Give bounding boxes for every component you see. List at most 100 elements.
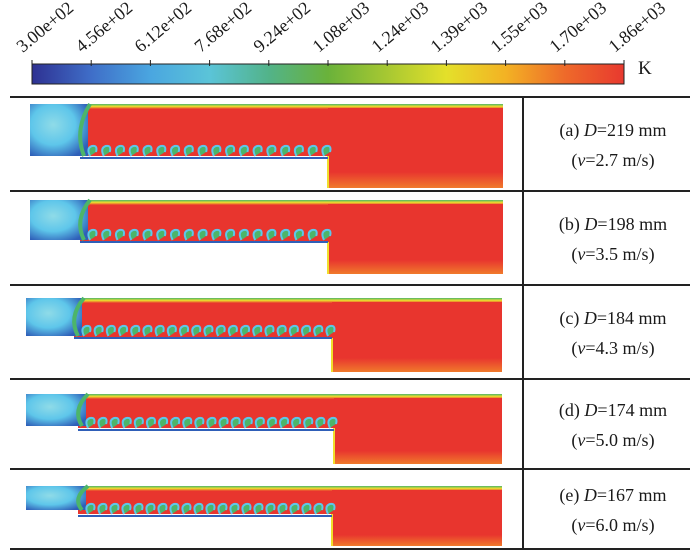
row-separator xyxy=(10,190,690,192)
jet-flame-curl xyxy=(307,228,318,241)
jet-flame-curl xyxy=(128,228,139,241)
panel-row: (d) D=174 mm (v=5.0 m/s) xyxy=(10,380,690,470)
panel-caption: (b) D=198 mm (v=3.5 m/s) xyxy=(526,209,700,269)
jet-flame-curl xyxy=(315,416,326,429)
jet-flame-curl xyxy=(325,502,336,515)
diameter-symbol: D xyxy=(584,214,598,234)
jet-flame-curl xyxy=(169,144,181,157)
jet-flame-curl xyxy=(266,144,277,157)
flame-front xyxy=(78,102,92,157)
jet-flame-curl xyxy=(230,416,241,429)
jet-flame-curl xyxy=(266,416,277,429)
jet-flame-curl xyxy=(325,324,336,337)
flame-front xyxy=(76,484,90,512)
diameter-value: =167 mm xyxy=(596,485,667,505)
jet-flame-curl xyxy=(118,324,129,337)
jet-flame-curl xyxy=(293,228,304,241)
jet-flame-curl xyxy=(169,502,180,515)
row-separator xyxy=(10,284,690,286)
jet-flame-curl xyxy=(280,228,291,241)
flame-front xyxy=(78,198,92,241)
jet-flame-curl xyxy=(183,144,194,157)
velocity-value: =4.3 m/s xyxy=(585,338,649,358)
jet-flame-curl xyxy=(307,144,318,157)
temperature-field xyxy=(26,392,502,464)
flame-front xyxy=(72,296,86,337)
diameter-value: =198 mm xyxy=(597,214,668,234)
jet-flame-curl xyxy=(93,324,104,337)
jet-flame-curl xyxy=(97,502,108,515)
panel-row: (c) D=184 mm (v=4.3 m/s) xyxy=(10,286,690,380)
velocity-value: =5.0 m/s xyxy=(585,430,649,450)
caption-diameter: (e) D=167 mm xyxy=(559,485,666,505)
jet-flame-curl xyxy=(142,228,153,241)
jet-flame-curl xyxy=(279,416,290,429)
velocity-symbol: v xyxy=(577,244,586,264)
jet-flame-curl xyxy=(301,502,312,515)
jet-flame-curl xyxy=(154,324,165,337)
jet-flame-curl xyxy=(217,502,228,515)
jet-flame-curl xyxy=(191,324,202,337)
velocity-value: =2.7 m/s xyxy=(585,150,649,170)
jet-flame-curl xyxy=(181,502,192,515)
jet-flame-curl xyxy=(157,502,168,515)
jet-flame-curl xyxy=(105,324,116,337)
panel-label: (a) xyxy=(559,120,584,140)
caption-diameter: (c) D=184 mm xyxy=(559,308,666,328)
wall-boundary-layer xyxy=(80,104,503,109)
diameter-symbol: D xyxy=(583,308,597,328)
caption-velocity: (v=6.0 m/s) xyxy=(571,515,655,535)
jet-flame-curl xyxy=(225,228,236,241)
jet-flame-curl xyxy=(211,144,222,157)
jet-flame-curl xyxy=(145,502,156,515)
jet-flame-curl xyxy=(253,502,264,515)
table-top-rule xyxy=(10,96,690,98)
outlet-region xyxy=(334,398,502,464)
jet-flame-curl xyxy=(252,144,263,157)
jet-flame-curl xyxy=(142,324,153,337)
jet-flame-curl xyxy=(197,144,208,157)
jet-flame-curl xyxy=(193,502,204,515)
jet-flame-curl xyxy=(327,416,338,429)
panel-label: (e) xyxy=(559,485,584,505)
jet-flame-curl xyxy=(142,144,153,157)
panel-row: (e) D=167 mm (v=6.0 m/s) xyxy=(10,470,690,550)
caption-velocity: (v=5.0 m/s) xyxy=(571,430,655,450)
jet-flame-curl xyxy=(238,228,249,241)
velocity-symbol: v xyxy=(577,430,586,450)
panel-label: (b) xyxy=(558,214,585,234)
jet-flame-curl xyxy=(85,502,96,515)
jet-flame-curl xyxy=(301,324,312,337)
cold-inlet-zone xyxy=(30,200,88,240)
jet-flame-curl xyxy=(276,324,287,337)
outlet-region xyxy=(332,490,502,546)
cold-inlet-zone xyxy=(26,394,86,426)
diameter-symbol: D xyxy=(584,400,598,420)
panel-caption: (e) D=167 mm (v=6.0 m/s) xyxy=(526,480,700,540)
colorbar-svg xyxy=(31,60,625,85)
jet-flame-curl xyxy=(182,416,193,429)
panel-caption: (c) D=184 mm (v=4.3 m/s) xyxy=(526,303,700,363)
jet-flame-curl xyxy=(101,144,112,157)
jet-flame-curl xyxy=(264,324,275,337)
caption-diameter: (d) D=174 mm xyxy=(559,400,667,420)
wall-boundary-layer xyxy=(78,486,502,491)
diameter-value: =174 mm xyxy=(597,400,668,420)
jet-flame-curl xyxy=(114,228,126,241)
jet-flame-curl xyxy=(133,416,144,429)
jet-flame-curl xyxy=(101,228,112,241)
jet-flame-curl xyxy=(85,416,96,429)
outlet-region xyxy=(328,108,503,188)
jet-flame-curl xyxy=(156,228,167,241)
panel-caption: (d) D=174 mm (v=5.0 m/s) xyxy=(526,395,700,455)
jet-flame-curl xyxy=(205,502,216,515)
row-separator xyxy=(10,468,690,470)
diameter-value: =184 mm xyxy=(596,308,667,328)
jet-flame-curl xyxy=(114,144,126,157)
jet-flame-curl xyxy=(280,144,291,157)
panel-caption: (a) D=219 mm (v=2.7 m/s) xyxy=(526,115,700,175)
colorbar-bar xyxy=(31,63,625,85)
jet-flame-curl xyxy=(238,144,249,157)
jet-flame-curl xyxy=(254,416,265,429)
caption-diameter: (a) D=219 mm xyxy=(559,120,666,140)
